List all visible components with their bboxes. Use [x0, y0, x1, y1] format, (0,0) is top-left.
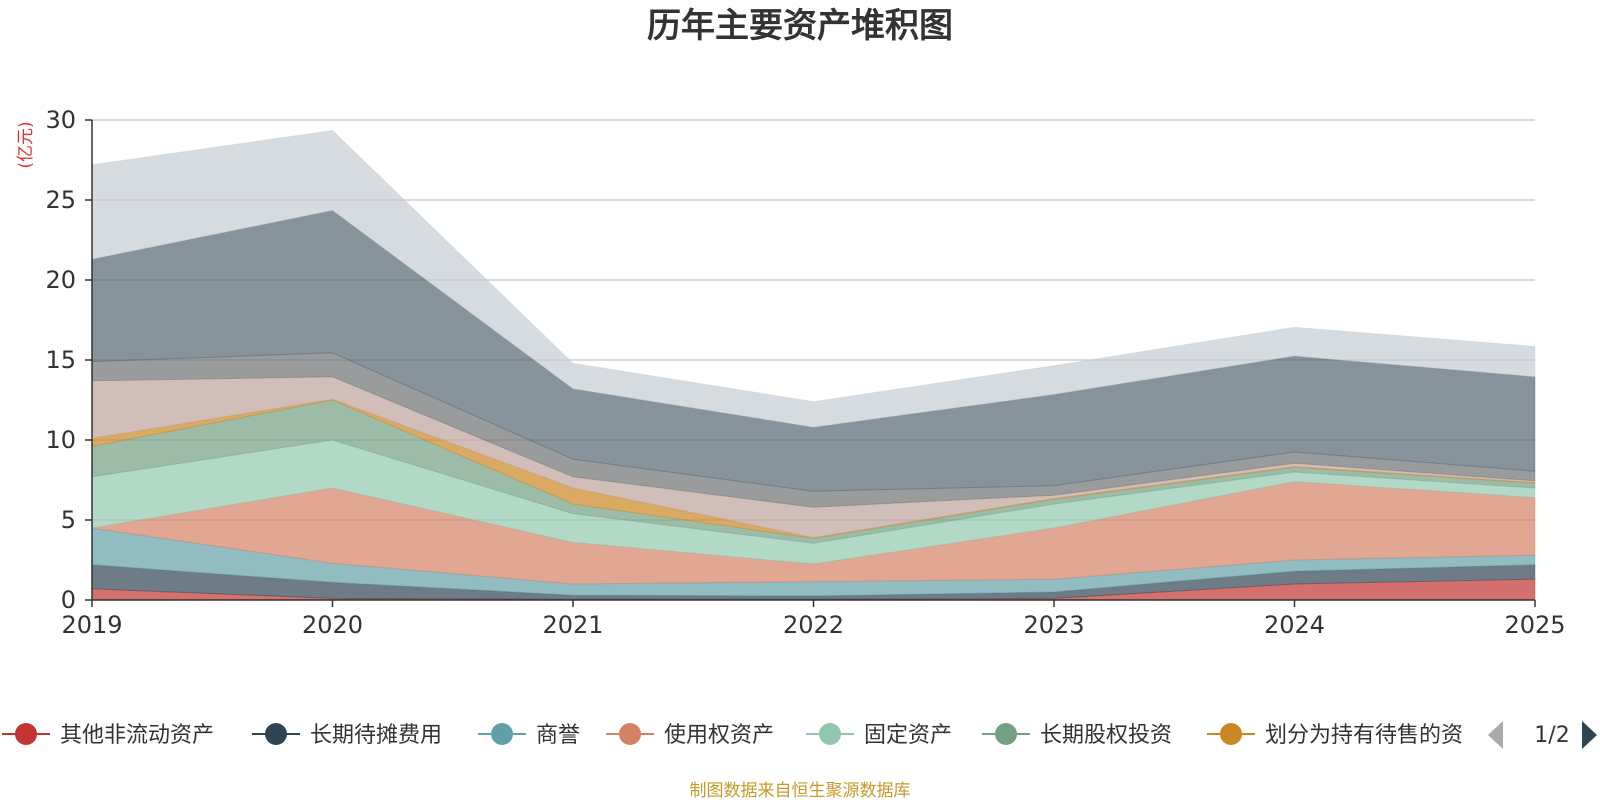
legend-marker-icon — [491, 723, 513, 745]
legend-label: 商誉 — [536, 723, 580, 748]
legend-item[interactable]: 使用权资产 — [606, 723, 774, 748]
legend-item[interactable]: 长期待摊费用 — [252, 723, 442, 748]
x-tick-label: 2022 — [783, 611, 844, 639]
legend-item[interactable]: 商誉 — [478, 723, 580, 748]
x-tick-label: 2021 — [542, 611, 603, 639]
y-tick-label: 30 — [45, 106, 76, 134]
area-series — [91, 129, 1536, 601]
y-tick-label: 0 — [61, 586, 76, 614]
legend-marker-icon — [265, 723, 287, 745]
y-tick-label: 10 — [45, 426, 76, 454]
legend-label: 使用权资产 — [664, 723, 774, 748]
legend: 其他非流动资产 长期待摊费用 商誉 使用权资产 固定资产 长期股权投资 划分为持有待售的资 1… — [2, 721, 1597, 749]
legend-item[interactable]: 划分为持有待售的资 — [1207, 723, 1463, 748]
y-tick-label: 5 — [61, 506, 76, 534]
legend-item[interactable]: 长期股权投资 — [982, 723, 1172, 748]
y-tick-label: 20 — [45, 266, 76, 294]
legend-marker-icon — [819, 723, 841, 745]
x-tick-label: 2019 — [61, 611, 122, 639]
x-tick-label: 2023 — [1023, 611, 1084, 639]
legend-marker-icon — [619, 723, 641, 745]
chart-title: 历年主要资产堆积图 — [647, 6, 953, 46]
area-series-10 — [91, 129, 1536, 428]
legend-label: 划分为持有待售的资 — [1265, 723, 1463, 748]
legend-item[interactable]: 其他非流动资产 — [2, 723, 214, 748]
legend-page-indicator: 1/2 — [1534, 723, 1569, 748]
y-tick-label: 25 — [45, 186, 76, 214]
legend-marker-icon — [15, 723, 37, 745]
legend-next-page-icon[interactable] — [1582, 721, 1597, 749]
x-tick-label: 2024 — [1264, 611, 1325, 639]
legend-label: 其他非流动资产 — [60, 723, 214, 748]
area-series-2 — [91, 527, 1536, 597]
area-series-4 — [91, 439, 1536, 565]
area-series-9 — [91, 209, 1536, 492]
legend-marker-icon — [995, 723, 1017, 745]
legend-label: 固定资产 — [864, 723, 952, 748]
legend-marker-icon — [1220, 723, 1242, 745]
y-axis-unit: (亿元) — [16, 121, 36, 168]
y-tick-label: 15 — [45, 346, 76, 374]
data-source-note: 制图数据来自恒生聚源数据库 — [690, 781, 911, 800]
legend-prev-page-icon[interactable] — [1488, 721, 1503, 749]
legend-label: 长期待摊费用 — [310, 723, 442, 748]
x-tick-label: 2020 — [302, 611, 363, 639]
legend-label: 长期股权投资 — [1040, 723, 1172, 748]
legend-item[interactable]: 固定资产 — [806, 723, 952, 748]
x-tick-label: 2025 — [1504, 611, 1565, 639]
